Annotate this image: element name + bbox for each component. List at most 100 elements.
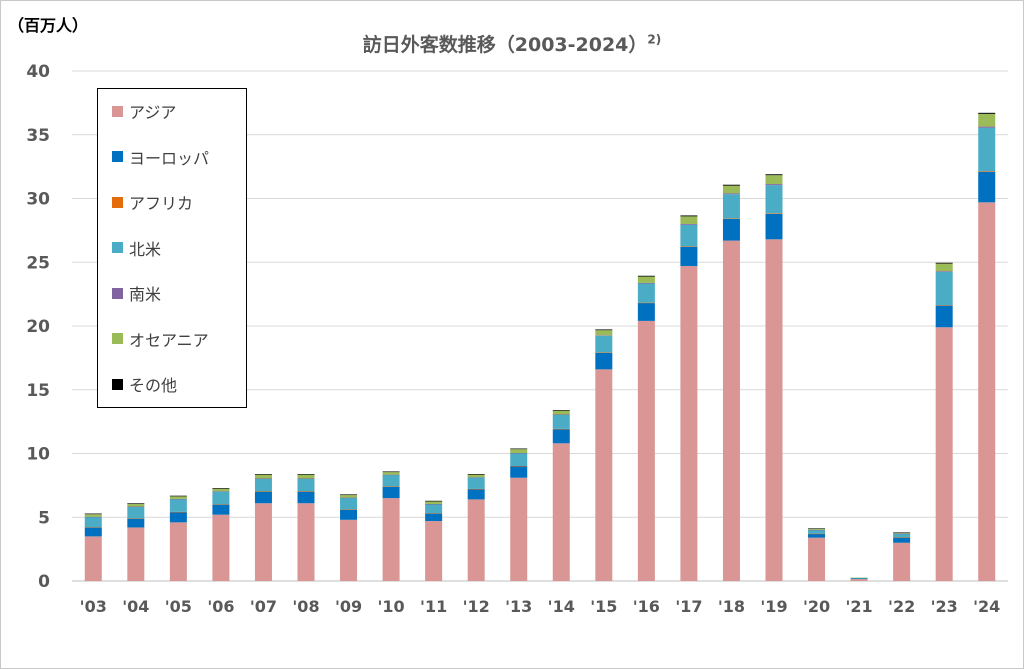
bar-segment [297, 503, 315, 581]
bar-segment [893, 533, 911, 535]
y-tick-label: 10 [26, 445, 50, 465]
bar-segment [722, 185, 740, 194]
bar-segment [552, 428, 570, 430]
x-tick-label: '20 [803, 597, 830, 616]
y-tick-label: 30 [26, 190, 50, 210]
bar-segment [893, 537, 911, 539]
bar-segment [425, 504, 443, 514]
bar-segment [467, 477, 485, 478]
bar-segment [84, 527, 102, 528]
legend-label: アジア [129, 103, 177, 122]
bar-segment [510, 466, 528, 478]
bar-segment [382, 474, 400, 487]
bar-segment [254, 491, 272, 504]
bar-segment [254, 474, 272, 479]
legend-swatch [112, 196, 123, 208]
x-tick-label: '11 [420, 597, 447, 616]
bar-segment [382, 486, 400, 499]
bar-segment [425, 513, 443, 522]
y-tick-label: 40 [26, 62, 50, 82]
x-tick-label: '03 [80, 597, 107, 616]
bar-segment [680, 224, 698, 225]
bar-segment [382, 486, 400, 487]
bar-segment [340, 519, 358, 581]
bar-segment [637, 302, 655, 304]
bar-segment [552, 414, 570, 415]
y-tick-label: 0 [38, 572, 50, 592]
bar-segment [595, 335, 613, 353]
legend-label: オセアニア [129, 330, 209, 350]
x-tick-label: '13 [505, 597, 532, 616]
bar-segment [552, 410, 570, 415]
bar-segment [382, 474, 400, 476]
bar-segment [382, 472, 400, 475]
bar-segment [127, 506, 145, 508]
x-tick-label: '08 [292, 597, 319, 616]
bar-segment [935, 305, 953, 306]
bar-segment [850, 577, 868, 579]
bar-segment [765, 184, 783, 186]
bar-segment [722, 218, 740, 241]
legend-item: アフリカ [112, 191, 193, 213]
bar-segment [84, 536, 102, 581]
bar-segment [84, 516, 102, 518]
bar-segment [297, 491, 315, 504]
bar-segment [212, 504, 230, 515]
bar-segment [297, 474, 315, 475]
bar-segment [765, 174, 783, 176]
bar-segment [467, 477, 485, 489]
bar-segment [340, 509, 358, 520]
bar-segment [467, 488, 485, 490]
legend-swatch [112, 242, 123, 253]
bar-segment [637, 282, 655, 284]
bar-segment [935, 327, 953, 581]
legend-label: 南米 [129, 285, 162, 304]
bar-segment [595, 369, 613, 581]
bar-segment [169, 495, 187, 497]
y-tick-label: 35 [26, 126, 50, 146]
bar-segment [510, 452, 528, 454]
bar-segment [978, 126, 996, 128]
bar-segment [169, 512, 187, 523]
bar-segment [978, 202, 996, 581]
bar-segment [552, 410, 570, 411]
bar-segment [722, 194, 740, 219]
bar-segment [765, 175, 783, 185]
bar-segment [127, 527, 145, 581]
legend-label: アフリカ [129, 194, 194, 213]
bar-segment [552, 443, 570, 581]
bar-segment [722, 193, 740, 195]
bar-segment [340, 494, 358, 496]
bar-segment [212, 491, 230, 505]
bar-segment [340, 497, 358, 499]
legend-label: その他 [129, 376, 178, 395]
bar-segment [254, 503, 272, 581]
bar-segment [595, 335, 613, 336]
bar-segment [808, 529, 826, 531]
bar-segment [722, 184, 740, 186]
bar-segment [510, 465, 528, 467]
bar-segment [935, 305, 953, 328]
y-tick-label: 15 [26, 381, 50, 401]
legend-item: 北米 [112, 237, 161, 259]
bar-segment [212, 514, 230, 581]
legend-swatch [112, 151, 123, 162]
x-tick-label: '22 [888, 597, 915, 616]
bar-segment [212, 504, 230, 505]
bar-segment [425, 521, 443, 581]
bar-segment [467, 489, 485, 500]
bar-segment [680, 216, 698, 224]
legend-item: その他 [112, 373, 177, 395]
bar-segment [127, 503, 145, 507]
bar-segment [340, 509, 358, 510]
bar-segment [637, 283, 655, 303]
bar-segment [595, 352, 613, 370]
bar-segment [595, 330, 613, 336]
bar-segment [84, 527, 102, 537]
bar-segment [510, 448, 528, 450]
x-tick-label: '18 [718, 597, 745, 616]
x-tick-label: '04 [122, 597, 149, 616]
bar-segment [169, 522, 187, 581]
bar-segment [808, 537, 826, 581]
